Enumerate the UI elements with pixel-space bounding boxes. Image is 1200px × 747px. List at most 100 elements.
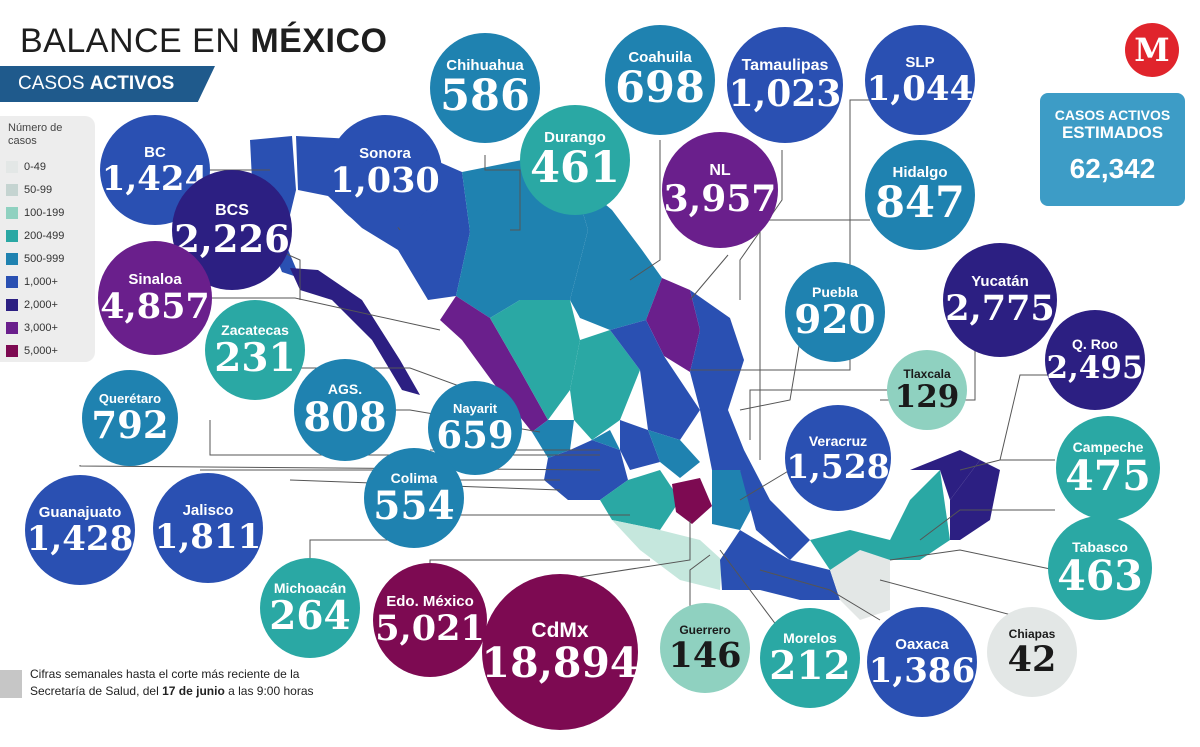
state-name: CdMx (531, 619, 589, 642)
footnote: Cifras semanales hasta el corte más reci… (30, 667, 314, 698)
state-bubble: Michoacán 264 (260, 558, 360, 658)
legend-title: Número de casos (8, 122, 63, 147)
state-bubble: Hidalgo 847 (865, 140, 975, 250)
state-name: Q. Roo (1072, 335, 1118, 352)
state-name: Querétaro (98, 391, 162, 406)
region-qroo (950, 460, 1000, 540)
state-name: BC (144, 143, 166, 161)
state-bubble: Oaxaca 1,386 (867, 607, 977, 717)
legend-label: 0-49 (24, 161, 47, 173)
state-name: Nayarit (452, 401, 498, 416)
legend-item: 500-999 (6, 252, 64, 266)
state-value: 554 (373, 482, 455, 529)
state-value: 2,226 (174, 216, 290, 261)
state-name: Oaxaca (895, 635, 949, 653)
state-value: 1,044 (866, 68, 974, 109)
region-yucatan (910, 450, 980, 500)
state-bubble: Campeche 475 (1056, 416, 1160, 520)
state-name: Hidalgo (892, 164, 948, 181)
state-bubble: Morelos 212 (760, 608, 860, 708)
region-slp (610, 320, 700, 440)
legend-swatch (6, 322, 18, 334)
state-name: Guerrero (679, 622, 731, 637)
state-bubble: Yucatán 2,775 (943, 243, 1057, 357)
state-value: 264 (269, 592, 351, 639)
legend-swatch (6, 230, 18, 242)
page-subtitle: CASOS ACTIVOS (18, 73, 175, 94)
legend-swatch (6, 345, 18, 357)
state-bubble: Guanajuato 1,428 (25, 475, 135, 585)
state-bubble: Sonora 1,030 (328, 115, 442, 229)
page-title: BALANCE EN MÉXICO (20, 22, 388, 60)
total-value: 62,342 (1069, 153, 1156, 184)
state-bubble: CdMx 18,894 (482, 574, 638, 730)
legend-item: 3,000+ (6, 321, 58, 335)
state-value: 2,775 (945, 288, 1055, 329)
legend-swatch (6, 299, 18, 311)
region-tamaulipas (690, 290, 744, 410)
state-name: Tlaxcala (903, 366, 951, 381)
state-name: Durango (544, 129, 606, 146)
state-bubble: Chiapas 42 (987, 607, 1077, 697)
legend-item: 100-199 (6, 206, 64, 220)
state-value: 847 (875, 178, 965, 228)
state-value: 1,386 (868, 650, 976, 691)
state-name: Morelos (783, 629, 837, 646)
state-value: 129 (894, 378, 960, 415)
region-guanajuato (620, 420, 660, 470)
legend-swatch (6, 276, 18, 288)
state-value: 1,428 (26, 518, 134, 559)
state-bubble: Zacatecas 231 (205, 300, 305, 400)
legend-label: 1,000+ (24, 276, 58, 288)
state-bubble: Jalisco 1,811 (153, 473, 263, 583)
state-bubble: Veracruz 1,528 (785, 405, 891, 511)
region-sinaloa (440, 296, 548, 432)
region-nayarit (532, 420, 574, 458)
state-name: Campeche (1072, 438, 1144, 455)
region-veracruz (700, 410, 810, 560)
legend: Número de casos 0-49 50-99 100-199 200-499 5… (0, 116, 95, 362)
state-name: BCS (215, 201, 249, 219)
region-edomex (672, 478, 712, 524)
region-coahuila (570, 176, 662, 330)
state-value: 1,023 (728, 73, 842, 115)
state-value: 792 (91, 403, 169, 447)
state-name: Chihuahua (446, 57, 524, 74)
state-value: 18,894 (481, 639, 639, 687)
milenio-logo: M (1125, 23, 1179, 77)
legend-label: 5,000+ (24, 345, 58, 357)
state-name: AGS. (327, 381, 363, 397)
state-bubble: Edo. México 5,021 (373, 563, 487, 677)
region-chiapas (830, 550, 890, 620)
state-name: Tabasco (1072, 538, 1128, 555)
state-bubble: Tamaulipas 1,023 (727, 27, 843, 143)
state-name: Sonora (359, 145, 411, 162)
state-bubble: NL 3,957 (662, 132, 778, 248)
state-value: 2,495 (1046, 349, 1144, 386)
total-box: CASOS ACTIVOS ESTIMADOS 62,342 (1040, 93, 1185, 206)
legend-item: 1,000+ (6, 275, 58, 289)
legend-item: 50-99 (6, 183, 52, 197)
region-zacatecas (570, 330, 640, 440)
state-value: 42 (1007, 638, 1057, 680)
legend-label: 200-499 (24, 230, 65, 242)
state-value: 475 (1065, 451, 1151, 500)
legend-item: 5,000+ (6, 344, 58, 358)
region-oaxaca (720, 530, 840, 600)
legend-item: 2,000+ (6, 298, 58, 312)
state-value: 3,957 (663, 178, 777, 220)
state-bubble: Puebla 920 (785, 262, 885, 362)
legend-label: 2,000+ (24, 299, 58, 311)
state-name: Coahuila (628, 49, 692, 66)
state-value: 231 (214, 334, 296, 381)
region-guerrero (612, 520, 722, 590)
state-value: 586 (440, 71, 530, 121)
state-bubble: Coahuila 698 (605, 25, 715, 135)
state-name: Chiapas (1008, 626, 1056, 641)
state-value: 920 (794, 296, 876, 343)
state-bubble: AGS. 808 (294, 359, 396, 461)
legend-swatch (6, 207, 18, 219)
state-value: 212 (769, 642, 851, 689)
region-durango (490, 300, 580, 420)
state-bubble: Nayarit 659 (428, 381, 522, 475)
